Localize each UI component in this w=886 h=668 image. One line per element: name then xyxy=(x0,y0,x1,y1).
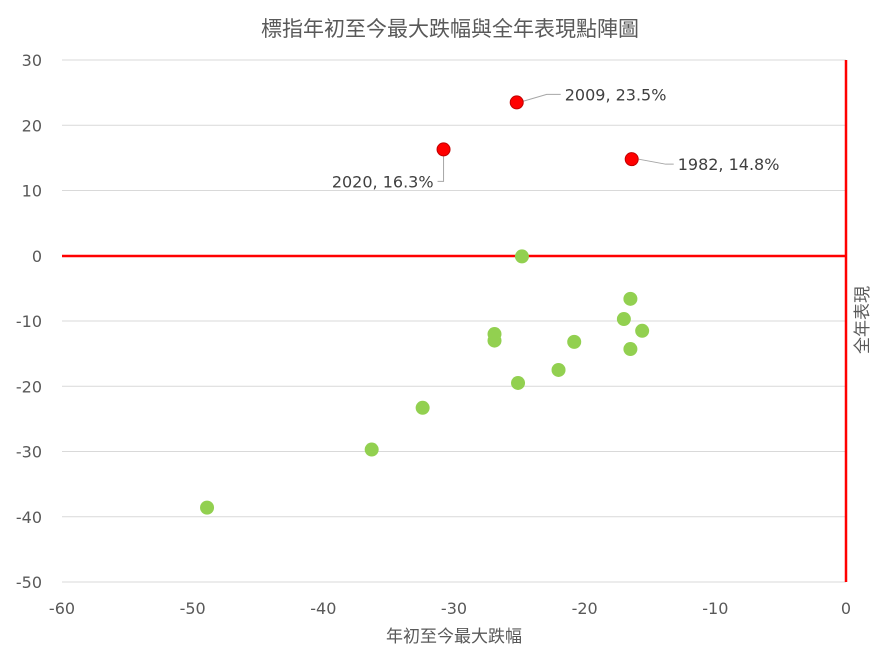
y-axis-label: 全年表現 xyxy=(853,286,873,354)
leader-line xyxy=(437,155,445,182)
data-point xyxy=(616,312,631,327)
y-tick-label: 0 xyxy=(32,247,42,266)
x-tick-label: 0 xyxy=(841,599,851,618)
y-tick-label: 10 xyxy=(22,182,42,201)
highlighted-point xyxy=(509,95,524,110)
data-label: 2020, 16.3% xyxy=(332,172,434,191)
y-tick-label: 30 xyxy=(22,51,42,70)
x-tick-label: -50 xyxy=(180,599,206,618)
data-label: 2009, 23.5% xyxy=(565,85,667,104)
data-point xyxy=(511,375,526,390)
x-tick-label: -20 xyxy=(572,599,598,618)
highlighted-point xyxy=(436,142,451,157)
data-point xyxy=(551,362,566,377)
data-point xyxy=(623,342,638,357)
y-tick-label: 20 xyxy=(22,116,42,135)
highlighted-point xyxy=(624,152,639,167)
data-point xyxy=(635,323,650,338)
x-tick-label: -30 xyxy=(441,599,467,618)
x-tick-label: -40 xyxy=(310,599,336,618)
data-point xyxy=(514,249,529,264)
y-tick-label: -20 xyxy=(16,377,42,396)
x-tick-label: -60 xyxy=(49,599,75,618)
data-point xyxy=(415,400,430,415)
leader-line xyxy=(522,93,561,102)
x-axis-label: 年初至今最大跌幅 xyxy=(386,627,522,647)
data-point xyxy=(200,500,215,515)
data-point xyxy=(487,333,502,348)
leader-line xyxy=(638,158,674,165)
data-point xyxy=(623,291,638,306)
y-tick-label: -50 xyxy=(16,573,42,592)
data-label: 1982, 14.8% xyxy=(678,155,780,174)
data-point xyxy=(364,442,379,457)
y-tick-label: -30 xyxy=(16,443,42,462)
y-tick-label: -10 xyxy=(16,312,42,331)
data-point xyxy=(567,334,582,349)
x-tick-label: -10 xyxy=(702,599,728,618)
y-tick-label: -40 xyxy=(16,508,42,527)
chart-title: 標指年初至今最大跌幅與全年表現點陣圖 xyxy=(261,17,639,41)
